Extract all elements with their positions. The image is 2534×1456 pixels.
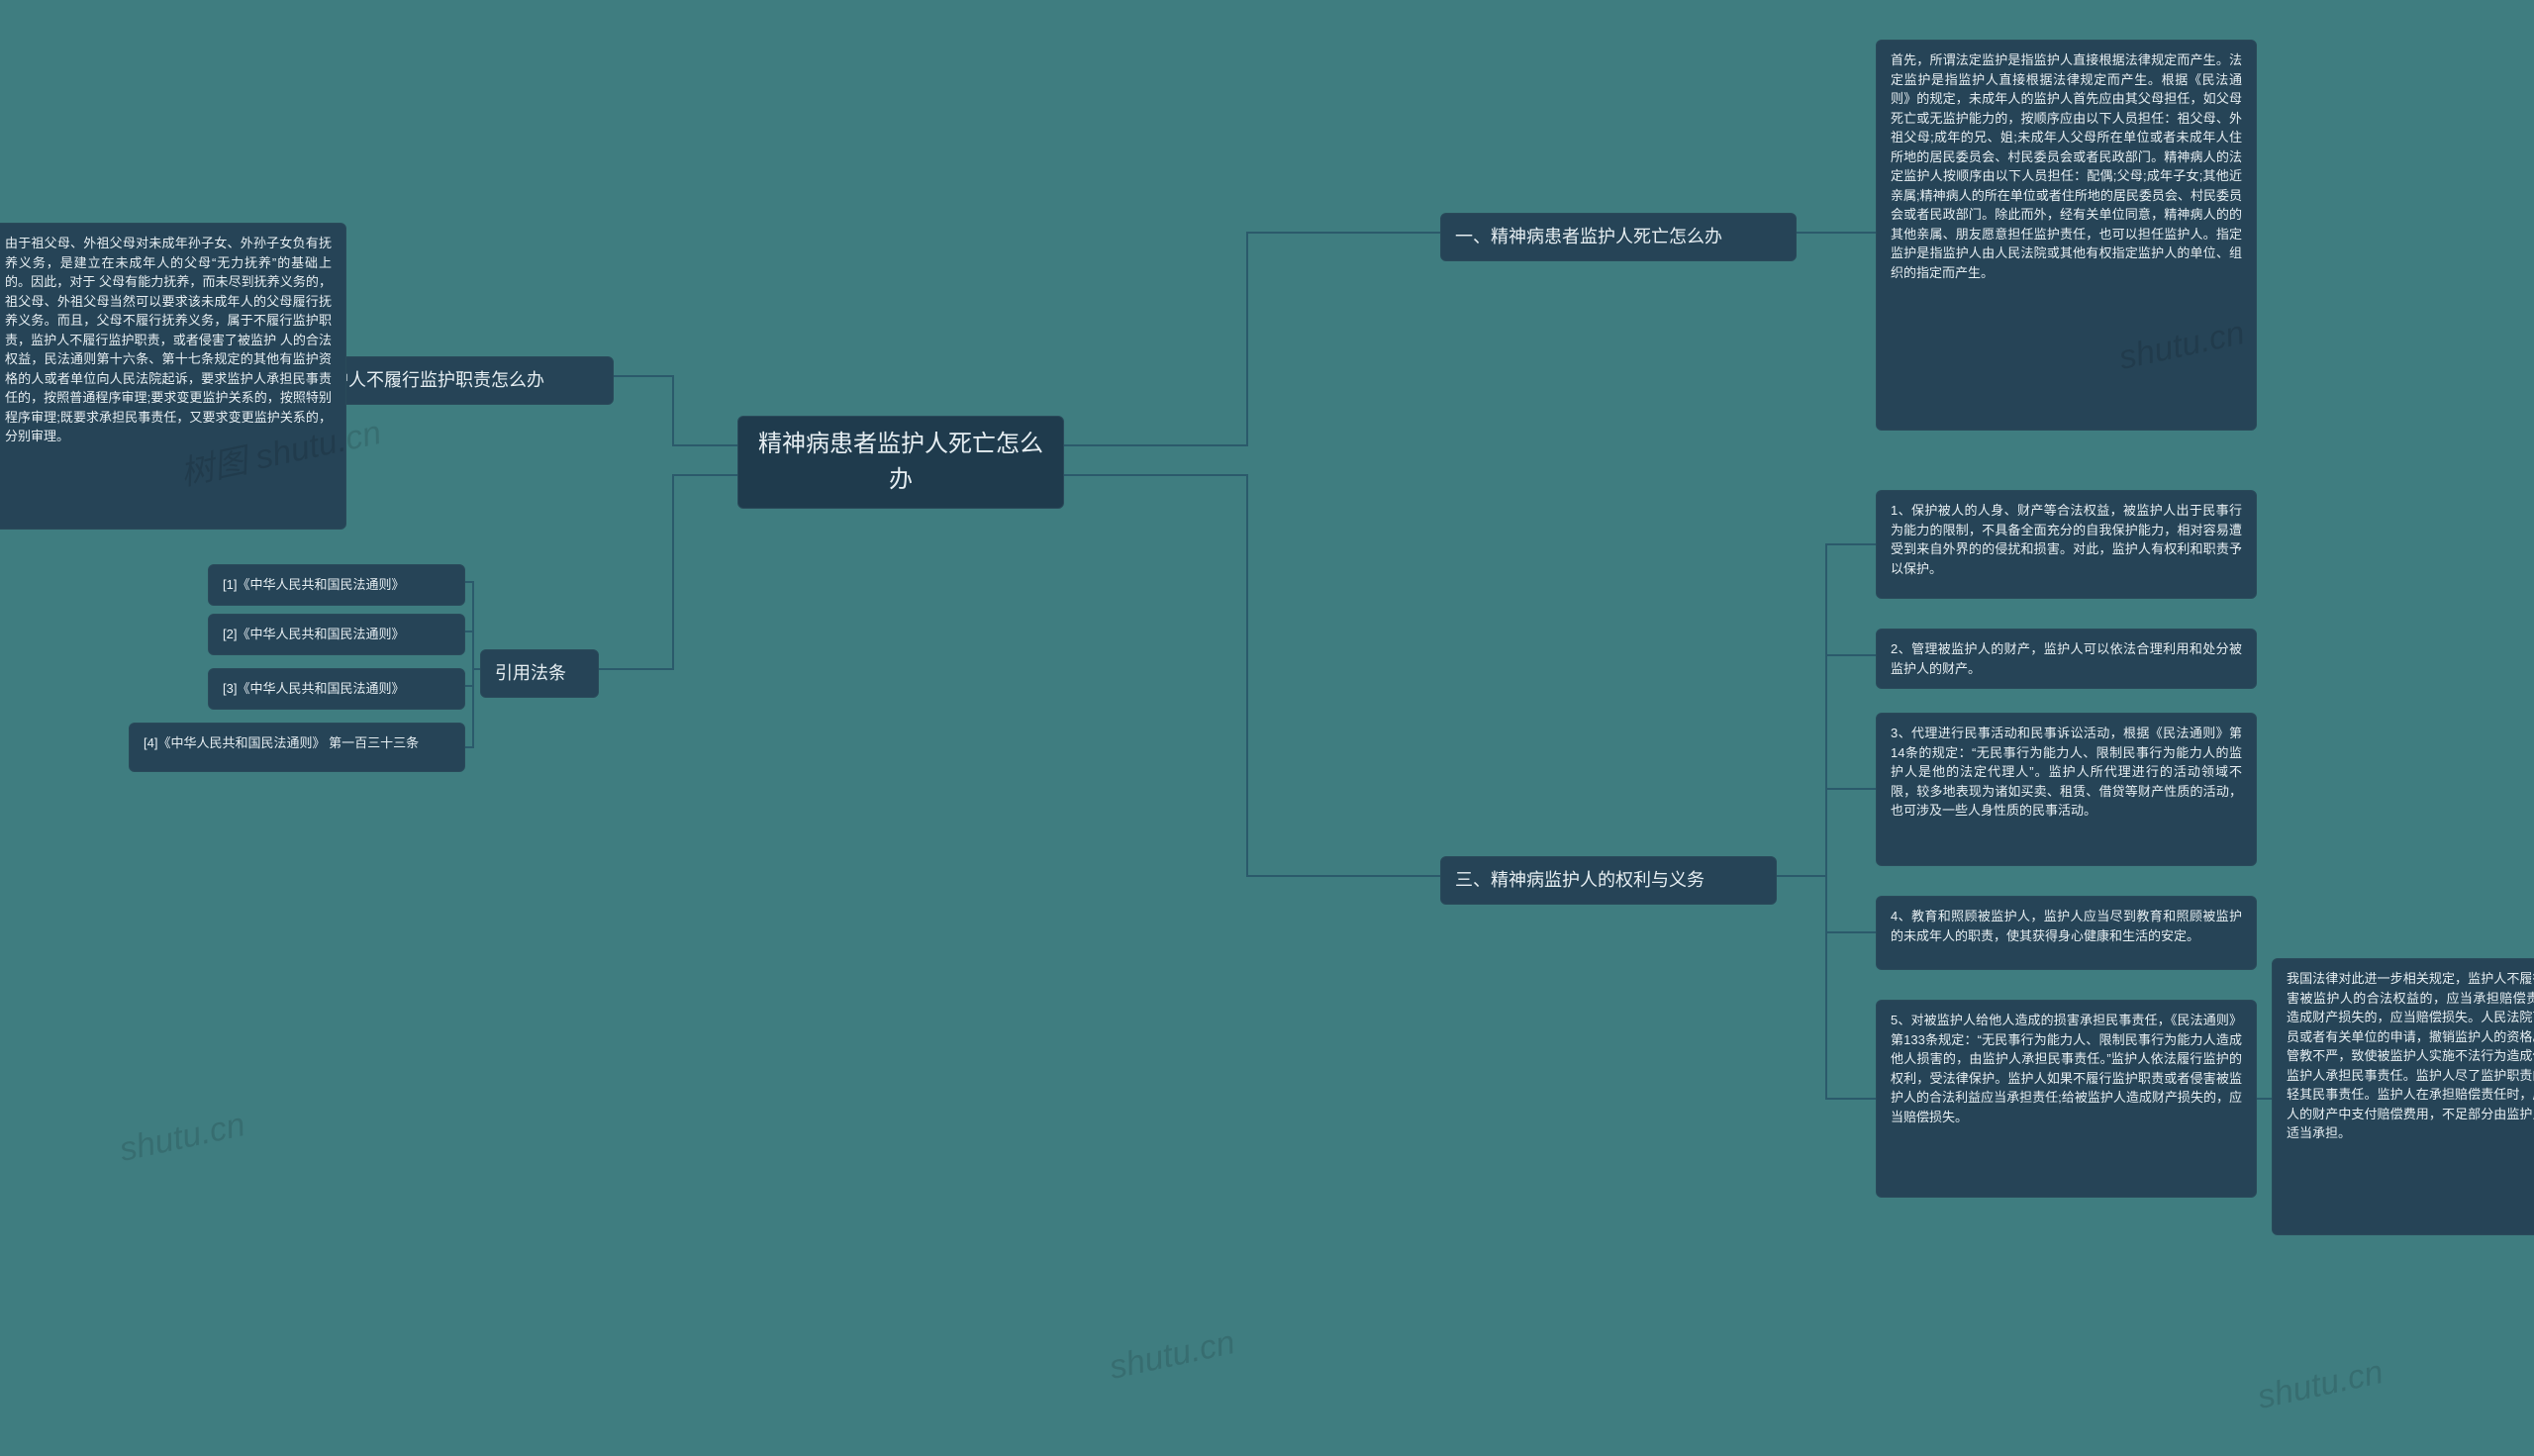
branch-3: 三、精神病监护人的权利与义务 <box>1440 856 1777 905</box>
leaf-b2-1: 由于祖父母、外祖父母对未成年孙子女、外孙子女负有抚养义务，是建立在未成年人的父母… <box>0 223 346 530</box>
leaf-ref-1: [1]《中华人民共和国民法通则》 <box>208 564 465 606</box>
leaf-b3-3: 3、代理进行民事活动和民事诉讼活动，根据《民法通则》第14条的规定：“无民事行为… <box>1876 713 2257 866</box>
root-node: 精神病患者监护人死亡怎么办 <box>737 416 1064 509</box>
leaf-b3-5-detail: 我国法律对此进一步相关规定，监护人不履行监护职责，侵害被监护人的合法权益的，应当… <box>2272 958 2534 1235</box>
leaf-b3-5: 5、对被监护人给他人造成的损害承担民事责任，《民法通则》第133条规定：“无民事… <box>1876 1000 2257 1198</box>
leaf-b3-1: 1、保护被人的人身、财产等合法权益，被监护人出于民事行为能力的限制，不具备全面充… <box>1876 490 2257 599</box>
leaf-ref-4: [4]《中华人民共和国民法通则》 第一百三十三条 <box>129 723 465 772</box>
branch-1: 一、精神病患者监护人死亡怎么办 <box>1440 213 1797 261</box>
leaf-b1-1: 首先，所谓法定监护是指监护人直接根据法律规定而产生。法定监护是指监护人直接根据法… <box>1876 40 2257 431</box>
leaf-b3-2: 2、管理被监护人的财产，监护人可以依法合理利用和处分被监护人的财产。 <box>1876 629 2257 689</box>
leaf-ref-3: [3]《中华人民共和国民法通则》 <box>208 668 465 710</box>
branch-references: 引用法条 <box>480 649 599 698</box>
leaf-ref-2: [2]《中华人民共和国民法通则》 <box>208 614 465 655</box>
leaf-b3-4: 4、教育和照顾被监护人，监护人应当尽到教育和照顾被监护的未成年人的职责，使其获得… <box>1876 896 2257 970</box>
